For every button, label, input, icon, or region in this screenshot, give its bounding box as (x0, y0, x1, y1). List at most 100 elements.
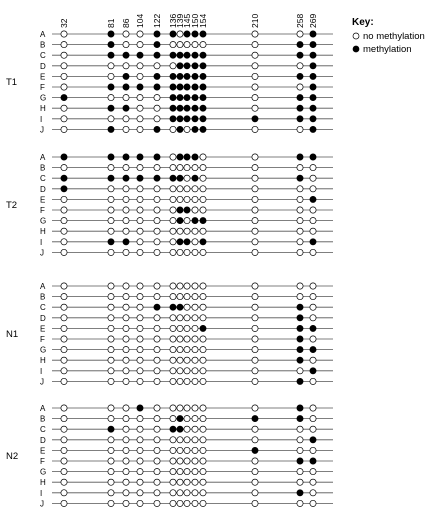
methylated-site (296, 457, 304, 465)
methylated-site (183, 72, 191, 80)
unmethylated-site (251, 303, 259, 311)
unmethylated-site (176, 185, 184, 193)
unmethylated-site (122, 164, 130, 172)
unmethylated-site (309, 499, 317, 507)
methylated-site (309, 125, 317, 133)
methylated-site (122, 153, 130, 161)
unmethylated-site (122, 468, 130, 476)
unmethylated-site (122, 335, 130, 343)
unmethylated-site (296, 248, 304, 256)
unmethylated-site (309, 314, 317, 322)
clone-row: F (40, 335, 333, 344)
unmethylated-site (60, 248, 68, 256)
methylated-site (296, 94, 304, 102)
unmethylated-site (309, 335, 317, 343)
unmethylated-site (251, 478, 259, 486)
methylated-site (183, 104, 191, 112)
unmethylated-site (122, 436, 130, 444)
unmethylated-site (153, 436, 161, 444)
unmethylated-site (153, 238, 161, 246)
methylated-site (191, 104, 199, 112)
unmethylated-site (176, 293, 184, 301)
unmethylated-site (107, 468, 115, 476)
unmethylated-site (191, 346, 199, 354)
unmethylated-site (107, 478, 115, 486)
unmethylated-site (153, 217, 161, 225)
row-label: D (40, 62, 46, 71)
unmethylated-site (169, 217, 177, 225)
unmethylated-site (191, 164, 199, 172)
unmethylated-site (60, 335, 68, 343)
methylated-site (107, 41, 115, 49)
unmethylated-site (176, 314, 184, 322)
methylated-site (191, 115, 199, 123)
clone-row: A (40, 30, 333, 39)
position-label-154: 154 (198, 14, 208, 28)
row-label: J (40, 248, 44, 257)
methylated-site (169, 115, 177, 123)
row-label: F (40, 335, 45, 344)
methylated-key-icon (352, 45, 360, 53)
unmethylated-site (191, 499, 199, 507)
row-label: B (40, 164, 45, 173)
methylated-site (309, 104, 317, 112)
unmethylated-site (176, 41, 184, 49)
methylated-site (191, 30, 199, 38)
unmethylated-site (296, 436, 304, 444)
unmethylated-site (199, 425, 207, 433)
methylated-site (296, 41, 304, 49)
unmethylated-site (296, 499, 304, 507)
unmethylated-site (60, 377, 68, 385)
methylated-site (199, 51, 207, 59)
unmethylated-site (199, 314, 207, 322)
unmethylated-site (122, 115, 130, 123)
unmethylated-site (122, 324, 130, 332)
unmethylated-site (191, 457, 199, 465)
unmethylated-site (169, 238, 177, 246)
unmethylated-site (107, 335, 115, 343)
unmethylated-site (191, 478, 199, 486)
unmethylated-site (107, 499, 115, 507)
unmethylated-site (191, 324, 199, 332)
unmethylated-site (183, 314, 191, 322)
unmethylated-site (183, 41, 191, 49)
unmethylated-site (183, 217, 191, 225)
unmethylated-site (60, 489, 68, 497)
unmethylated-site (309, 303, 317, 311)
unmethylated-site (199, 457, 207, 465)
unmethylated-site (107, 404, 115, 412)
clone-row: G (40, 468, 333, 477)
unmethylated-site (153, 457, 161, 465)
clone-row: D (40, 62, 333, 71)
unmethylated-site (199, 174, 207, 182)
methylated-site (107, 238, 115, 246)
methylated-site (199, 30, 207, 38)
unmethylated-site (107, 367, 115, 375)
clone-row: A (40, 404, 333, 413)
clone-row: H (40, 227, 333, 236)
methylated-site (176, 238, 184, 246)
row-label: E (40, 72, 45, 81)
unmethylated-site (122, 425, 130, 433)
methylated-site (176, 303, 184, 311)
methylated-site (176, 217, 184, 225)
unmethylated-site (183, 125, 191, 133)
row-label: G (40, 346, 46, 355)
methylated-site (153, 30, 161, 38)
unmethylated-site (191, 436, 199, 444)
unmethylated-site (183, 324, 191, 332)
methylated-site (251, 115, 259, 123)
unmethylated-site (153, 62, 161, 70)
unmethylated-site (136, 217, 144, 225)
unmethylated-site (60, 227, 68, 235)
unmethylated-site (251, 314, 259, 322)
methylated-site (309, 367, 317, 375)
unmethylated-site (169, 206, 177, 214)
unmethylated-site (176, 346, 184, 354)
unmethylated-site (60, 195, 68, 203)
row-label: H (40, 356, 46, 365)
unmethylated-site (199, 377, 207, 385)
unmethylated-site (183, 468, 191, 476)
methylated-site (296, 404, 304, 412)
unmethylated-site (183, 293, 191, 301)
